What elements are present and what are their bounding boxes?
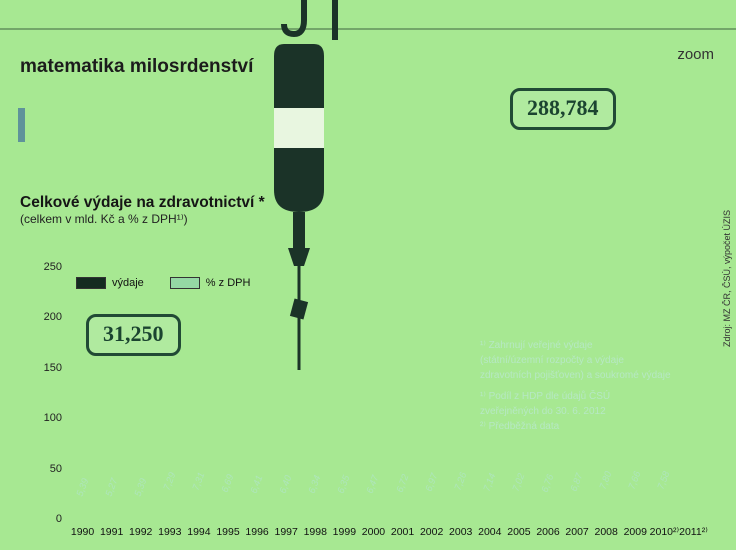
x-axis-tick-label: 2010²⁾: [650, 526, 679, 538]
bar-value-label: 6,41: [249, 474, 266, 495]
y-axis-tick-label: 100: [22, 412, 62, 424]
x-axis-tick-label: 2004: [478, 526, 501, 538]
x-axis-tick-label: 2003: [449, 526, 472, 538]
subtitle-sub: (celkem v mld. Kč a % z DPH¹⁾): [20, 212, 265, 226]
x-axis-tick-label: 2007: [565, 526, 588, 538]
y-axis-tick-label: 200: [22, 311, 62, 323]
bar-value-label: 7,31: [191, 471, 208, 492]
legend-swatch-pct: [170, 277, 200, 289]
bar-value-label: 5,39: [132, 477, 149, 498]
bar-value-label: 7,14: [481, 472, 498, 493]
x-axis-tick-label: 1991: [100, 526, 123, 538]
bar-value-label: 6,76: [540, 473, 557, 494]
bar-value-label: 7,66: [627, 470, 644, 491]
bar-value-label: 6,72: [394, 473, 411, 494]
x-axis-tick-label: 1990: [71, 526, 94, 538]
y-axis-tick-label: 250: [22, 261, 62, 273]
bar-value-label: 5,27: [103, 477, 120, 498]
x-axis-tick-label: 2002: [420, 526, 443, 538]
chart-title: matematika milosrdenství: [20, 56, 253, 78]
chart-subtitle-block: Celkové výdaje na zdravotnictví * (celke…: [20, 194, 265, 226]
y-axis-tick-label: 150: [22, 362, 62, 374]
callout-first-value: 31,250: [86, 314, 181, 356]
callout-last-value: 288,784: [510, 88, 616, 130]
x-axis-tick-label: 2006: [536, 526, 559, 538]
x-axis-tick-label: 2011²⁾: [679, 526, 708, 538]
x-axis-tick-label: 2005: [507, 526, 530, 538]
bar-value-label: 7,80: [598, 470, 615, 491]
y-axis-tick-label: 50: [22, 463, 62, 475]
bar-value-label: 7,26: [452, 471, 469, 492]
subtitle-main: Celkové výdaje na zdravotnictví *: [20, 194, 265, 212]
x-axis-tick-label: 1996: [245, 526, 268, 538]
bar-value-label: 6,35: [336, 474, 353, 495]
source-credit: Zdroj: MZ ČR, ČSÚ, výpočet ÚZIS: [722, 210, 732, 347]
legend-label-vydaje: výdaje: [112, 277, 144, 289]
x-axis-tick-label: 1995: [216, 526, 239, 538]
legend: výdaje % z DPH: [76, 277, 250, 289]
x-axis-tick-label: 1992: [129, 526, 152, 538]
bar-value-label: 6,87: [569, 472, 586, 493]
legend-label-pct: % z DPH: [206, 277, 251, 289]
bar-value-label: 6,40: [278, 474, 295, 495]
x-axis-tick-label: 1999: [333, 526, 356, 538]
zoom-label: zoom: [677, 46, 714, 63]
x-axis-tick-label: 1993: [158, 526, 181, 538]
x-axis-tick-label: 2001: [391, 526, 414, 538]
bar-value-label: 7,29: [161, 471, 178, 492]
x-axis-tick-label: 1994: [187, 526, 210, 538]
x-axis-tick-label: 1997: [274, 526, 297, 538]
y-axis-tick-label: 0: [22, 513, 62, 525]
bar-value-label: 7,58: [656, 470, 673, 491]
legend-swatch-vydaje: [76, 277, 106, 289]
bar-value-label: 6,34: [307, 474, 324, 495]
bar-value-label: 5,39: [74, 477, 91, 498]
bar-value-label: 6,47: [365, 474, 382, 495]
x-axis-tick-label: 2008: [594, 526, 617, 538]
x-axis-tick-label: 1998: [304, 526, 327, 538]
x-axis-tick-label: 2009: [624, 526, 647, 538]
x-axis-tick-label: 2000: [362, 526, 385, 538]
bar-value-label: 6,97: [423, 472, 440, 493]
footnotes: ¹⁾ Zahrnují veřejné výdaje(státní/územní…: [480, 338, 690, 434]
bar-value-label: 6,69: [220, 473, 237, 494]
bar-value-label: 7,02: [511, 472, 528, 493]
